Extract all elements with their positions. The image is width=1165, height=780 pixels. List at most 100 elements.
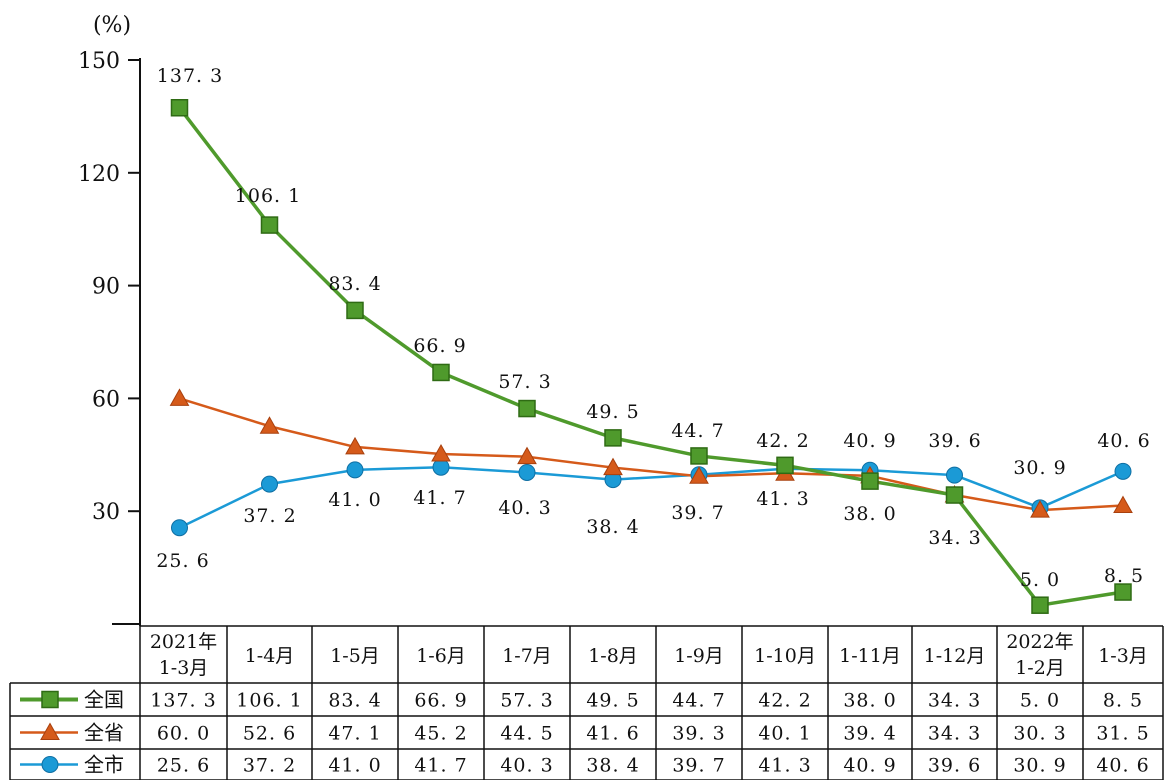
x-category-label: 1-4月	[245, 645, 295, 667]
legend-series-name: 全市	[84, 753, 124, 777]
data-label: 66. 9	[413, 335, 466, 357]
data-point-series-1	[347, 302, 363, 318]
data-point-series-1	[519, 401, 535, 417]
data-point-series-3	[1115, 463, 1131, 479]
data-label: 83. 4	[328, 273, 381, 295]
table-cell-value: 44. 7	[672, 690, 725, 712]
data-label: 34. 3	[928, 527, 981, 549]
data-label: 38. 4	[586, 516, 639, 538]
table-cell-value: 30. 9	[1013, 755, 1066, 777]
x-category-label: 1-6月	[416, 645, 466, 667]
series-line-2	[180, 398, 1124, 510]
table-cell-value: 37. 2	[243, 755, 296, 777]
data-label: 44. 7	[671, 420, 724, 442]
data-label: 40. 6	[1097, 430, 1150, 452]
data-label: 5. 0	[1020, 569, 1060, 591]
data-point-series-2	[1114, 497, 1132, 513]
table-cell-value: 40. 3	[500, 755, 553, 777]
y-tick-label: 60	[92, 387, 120, 412]
table-cell-value: 40. 6	[1096, 755, 1149, 777]
data-label: 37. 2	[243, 505, 296, 527]
table-cell-value: 57. 3	[500, 690, 553, 712]
data-label: 8. 5	[1104, 565, 1144, 587]
data-point-series-1	[605, 430, 621, 446]
data-point-series-1	[777, 457, 793, 473]
table-cell-value: 39. 3	[672, 723, 725, 745]
data-point-series-3	[172, 520, 188, 536]
table-cell-value: 5. 0	[1020, 690, 1060, 712]
data-label: 49. 5	[586, 401, 639, 423]
y-tick-label: 150	[78, 49, 120, 74]
table-cell-value: 60. 0	[157, 723, 210, 745]
x-category-label: 1-12月	[924, 645, 986, 667]
table-cell-value: 106. 1	[236, 690, 302, 712]
legend-series-name: 全省	[84, 721, 124, 745]
x-category-label: 1-3月	[1098, 645, 1148, 667]
y-tick-label: 90	[92, 275, 120, 300]
table-cell-value: 42. 2	[758, 690, 811, 712]
x-category-label: 1-10月	[754, 645, 816, 667]
x-category-label: 1-9月	[674, 645, 724, 667]
table-cell-value: 40. 9	[843, 755, 896, 777]
data-point-series-3	[433, 459, 449, 475]
series-line-3	[180, 467, 1124, 528]
table-cell-value: 49. 5	[586, 690, 639, 712]
x-category-label: 1-5月	[330, 645, 380, 667]
x-category-label: 2021年	[150, 631, 217, 653]
data-point-series-3	[947, 467, 963, 483]
data-point-series-1	[947, 487, 963, 503]
table-cell-value: 47. 1	[328, 723, 381, 745]
x-category-label: 1-3月	[159, 657, 209, 679]
data-point-series-1	[691, 448, 707, 464]
table-cell-value: 66. 9	[414, 690, 467, 712]
table-cell-value: 41. 6	[586, 723, 639, 745]
legend-marker	[42, 692, 58, 708]
data-label: 57. 3	[498, 371, 551, 393]
y-axis-unit: (%)	[93, 13, 131, 38]
data-label: 39. 7	[671, 502, 724, 524]
data-label: 41. 0	[328, 489, 381, 511]
data-label: 137. 3	[157, 65, 223, 87]
x-category-label: 1-2月	[1015, 657, 1065, 679]
data-label: 30. 9	[1013, 457, 1066, 479]
table-cell-value: 44. 5	[500, 723, 553, 745]
data-point-series-1	[1032, 597, 1048, 613]
table-cell-value: 38. 4	[586, 755, 639, 777]
data-label: 42. 2	[756, 430, 809, 452]
data-point-series-1	[862, 473, 878, 489]
table-cell-value: 34. 3	[928, 723, 981, 745]
table-cell-value: 38. 0	[843, 690, 896, 712]
table-cell-value: 41. 7	[414, 755, 467, 777]
table-cell-value: 39. 6	[928, 755, 981, 777]
table-cell-value: 45. 2	[414, 723, 467, 745]
x-category-label: 1-7月	[502, 645, 552, 667]
table-cell-value: 30. 3	[1013, 723, 1066, 745]
data-label: 40. 9	[843, 430, 896, 452]
data-point-series-3	[347, 462, 363, 478]
table-cell-value: 25. 6	[157, 755, 210, 777]
data-point-series-2	[171, 389, 189, 405]
x-category-label: 1-11月	[839, 645, 901, 667]
data-label: 38. 0	[843, 503, 896, 525]
x-category-label: 1-8月	[588, 645, 638, 667]
y-tick-label: 120	[78, 162, 120, 187]
table-cell-value: 39. 7	[672, 755, 725, 777]
data-label: 25. 6	[156, 550, 209, 572]
y-tick-label: 30	[92, 500, 120, 525]
legend-series-name: 全国	[84, 688, 124, 712]
table-cell-value: 52. 6	[243, 723, 296, 745]
data-label: 40. 3	[498, 497, 551, 519]
data-label: 39. 6	[928, 430, 981, 452]
table-cell-value: 39. 4	[843, 723, 896, 745]
table-cell-value: 83. 4	[328, 690, 381, 712]
table-cell-value: 41. 3	[758, 755, 811, 777]
data-point-series-1	[433, 364, 449, 380]
table-cell-value: 41. 0	[328, 755, 381, 777]
data-point-series-3	[519, 464, 535, 480]
x-category-label: 2022年	[1006, 631, 1073, 653]
legend-marker	[42, 757, 58, 773]
table-cell-value: 34. 3	[928, 690, 981, 712]
data-point-series-1	[262, 217, 278, 233]
